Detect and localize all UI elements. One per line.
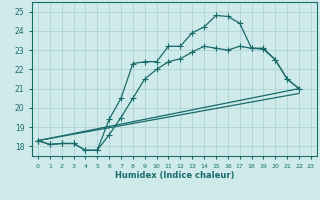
X-axis label: Humidex (Indice chaleur): Humidex (Indice chaleur) bbox=[115, 171, 234, 180]
